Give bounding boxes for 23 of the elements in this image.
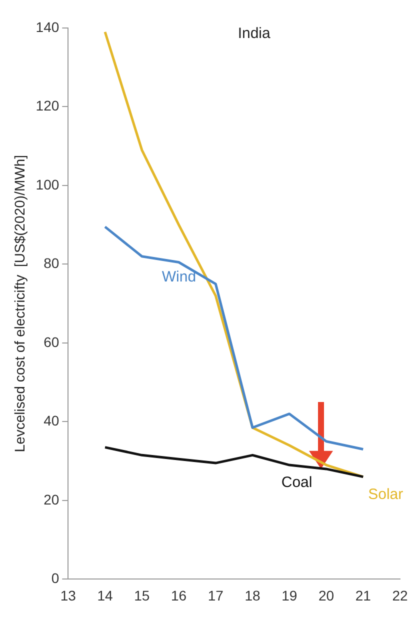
- y-tick-label: 0: [51, 570, 60, 586]
- x-tick-label: 14: [97, 587, 114, 604]
- y-tick-label: 120: [36, 98, 60, 114]
- y-tick-label: 140: [36, 18, 60, 35]
- y-tick-label: 40: [44, 412, 60, 429]
- x-tick-label: 20: [318, 587, 334, 604]
- x-tick-label: 22: [392, 587, 408, 604]
- x-tick-label: 15: [134, 587, 150, 604]
- y-tick-label: 100: [36, 176, 60, 192]
- y-tick-label: 80: [44, 255, 60, 272]
- x-tick-label: 21: [355, 587, 372, 604]
- chart-title: India: [238, 25, 271, 42]
- x-tick-label: 18: [244, 587, 261, 604]
- x-tick-label: 13: [60, 587, 76, 604]
- y-axis-title: Levcelised cost of electricifty [US$(2020)/MWh]: [11, 154, 28, 452]
- x-tick-label: 17: [208, 587, 224, 604]
- series-label: Solar: [368, 486, 404, 503]
- x-tick-label: 19: [282, 587, 298, 604]
- series-label: Coal: [281, 474, 312, 492]
- y-tick-label: 60: [44, 334, 60, 350]
- series-label: Wind: [162, 268, 196, 286]
- x-tick-label: 16: [170, 587, 187, 604]
- y-tick-label: 20: [44, 491, 60, 508]
